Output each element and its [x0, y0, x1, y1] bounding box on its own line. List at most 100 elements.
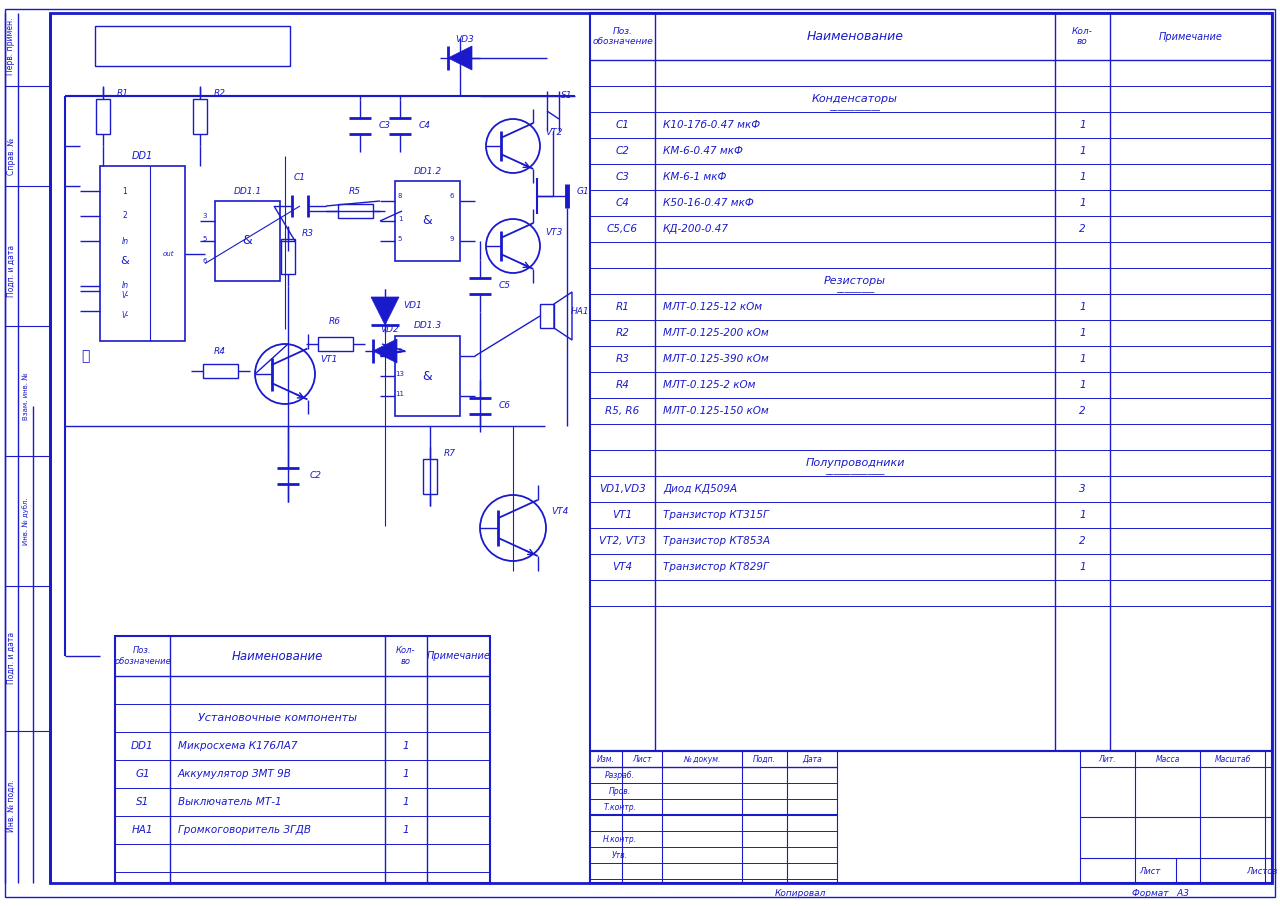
- Text: Формат   А3: Формат А3: [1132, 889, 1189, 898]
- Text: МЛТ-0.125-200 кОм: МЛТ-0.125-200 кОм: [663, 328, 769, 338]
- Text: C5: C5: [499, 282, 511, 291]
- Text: Подп. и дата: Подп. и дата: [6, 632, 15, 684]
- Text: Кол-
во: Кол- во: [1073, 27, 1093, 46]
- Text: R7: R7: [444, 449, 456, 458]
- Text: R4: R4: [214, 346, 227, 355]
- Text: 1: 1: [403, 797, 410, 807]
- Text: V-: V-: [122, 292, 129, 301]
- Text: DD1.1: DD1.1: [233, 187, 261, 196]
- Text: МЛТ-0.125-12 кОм: МЛТ-0.125-12 кОм: [663, 302, 762, 312]
- Text: VT3: VT3: [545, 228, 562, 237]
- Text: Аккумулятор ЗМТ 9В: Аккумулятор ЗМТ 9В: [178, 769, 292, 779]
- Text: Лист: Лист: [632, 755, 652, 764]
- Text: C2: C2: [310, 471, 323, 480]
- Bar: [396, 336, 460, 416]
- Text: 1: 1: [1079, 302, 1085, 312]
- Text: Пров.: Пров.: [609, 786, 631, 795]
- Text: Утв.: Утв.: [612, 851, 628, 860]
- Text: VT4: VT4: [612, 562, 632, 572]
- Text: КД-200-0.47: КД-200-0.47: [663, 224, 730, 234]
- Text: Взам. инв. №: Взам. инв. №: [23, 372, 29, 419]
- Text: C5,C6: C5,C6: [607, 224, 637, 234]
- Text: 1: 1: [403, 825, 410, 835]
- Text: 2: 2: [1079, 406, 1085, 416]
- Text: R5, R6: R5, R6: [605, 406, 640, 416]
- Text: Инв. № подл.: Инв. № подл.: [6, 780, 15, 833]
- Text: Подп. и дата: Подп. и дата: [6, 245, 15, 297]
- Text: 1: 1: [403, 741, 410, 751]
- Text: out: out: [163, 250, 174, 256]
- Text: К10-17б-0.47 мкФ: К10-17б-0.47 мкФ: [663, 120, 760, 130]
- Text: 3: 3: [1079, 484, 1085, 494]
- Text: 1: 1: [1079, 354, 1085, 364]
- Text: Примечание: Примечание: [1160, 32, 1222, 42]
- Text: Н.контр.: Н.контр.: [603, 834, 637, 843]
- Text: V-: V-: [122, 312, 129, 321]
- Text: Поз.
обозначение: Поз. обозначение: [114, 646, 170, 666]
- Bar: [95, 26, 291, 66]
- Text: Листов    1: Листов 1: [1247, 866, 1280, 875]
- Text: 1: 1: [1079, 198, 1085, 208]
- Text: VT2, VT3: VT2, VT3: [599, 536, 646, 546]
- Text: МЛТ-0.125-390 кОм: МЛТ-0.125-390 кОм: [663, 354, 769, 364]
- Text: C4: C4: [616, 198, 630, 208]
- Text: КМ-6-0.47 мкФ: КМ-6-0.47 мкФ: [663, 146, 742, 156]
- Text: ⏚: ⏚: [81, 349, 90, 363]
- Text: R3: R3: [616, 354, 630, 364]
- Text: In: In: [122, 282, 128, 291]
- Text: Микросхема К176ЛА7: Микросхема К176ЛА7: [178, 741, 297, 751]
- Text: 1: 1: [1079, 562, 1085, 572]
- Text: КМ-6-1 мкФ: КМ-6-1 мкФ: [663, 172, 726, 182]
- Text: VD3: VD3: [456, 35, 475, 44]
- Text: Поз.
обозначение: Поз. обозначение: [593, 27, 653, 46]
- Text: G1: G1: [576, 187, 589, 196]
- Text: Полупроводники: Полупроводники: [805, 458, 905, 468]
- Polygon shape: [371, 297, 399, 325]
- Text: 1: 1: [123, 187, 128, 196]
- Text: 1: 1: [1079, 328, 1085, 338]
- Text: VT4: VT4: [550, 507, 568, 516]
- Text: R2: R2: [616, 328, 630, 338]
- Text: 9: 9: [398, 348, 402, 354]
- Bar: [590, 13, 1272, 751]
- Text: R6: R6: [329, 317, 340, 326]
- Text: R3: R3: [302, 229, 314, 238]
- Text: 1: 1: [403, 769, 410, 779]
- Bar: [590, 751, 1272, 883]
- Text: C4: C4: [419, 121, 431, 130]
- Text: 3: 3: [202, 213, 207, 219]
- Text: G1: G1: [136, 769, 150, 779]
- Text: Диод КД509А: Диод КД509А: [663, 484, 737, 494]
- Text: ______________: ______________: [826, 467, 884, 476]
- Text: Масса: Масса: [1156, 755, 1180, 764]
- Text: Кол-
во: Кол- во: [397, 646, 416, 666]
- Text: Копировал: Копировал: [774, 889, 826, 898]
- Text: C6: C6: [499, 401, 511, 410]
- Text: &: &: [422, 370, 433, 382]
- Text: 5: 5: [202, 236, 207, 242]
- Text: 2: 2: [123, 211, 128, 220]
- Text: R1: R1: [116, 90, 129, 99]
- Text: VD2: VD2: [380, 324, 399, 333]
- Bar: [396, 181, 460, 261]
- Text: Транзистор КТ315Г: Транзистор КТ315Г: [663, 510, 769, 520]
- Text: 1: 1: [398, 216, 402, 222]
- Text: Масштаб: Масштаб: [1215, 755, 1251, 764]
- Text: Транзистор КТ829Г: Транзистор КТ829Г: [663, 562, 769, 572]
- Text: Установочные компоненты: Установочные компоненты: [198, 713, 357, 723]
- Text: C3: C3: [379, 121, 390, 130]
- Text: Разраб.: Разраб.: [605, 770, 635, 779]
- Text: VT2: VT2: [545, 128, 562, 137]
- Text: 9: 9: [449, 236, 454, 242]
- Text: &: &: [120, 256, 129, 266]
- Text: In: In: [122, 236, 128, 246]
- Text: МЛТ-0.125-2 кОм: МЛТ-0.125-2 кОм: [663, 380, 755, 390]
- Text: ____________: ____________: [829, 102, 881, 111]
- Text: VT1: VT1: [612, 510, 632, 520]
- Text: Резисторы: Резисторы: [824, 276, 886, 286]
- Text: Справ. №: Справ. №: [6, 138, 15, 175]
- Text: Инв. № дубл.: Инв. № дубл.: [23, 497, 29, 545]
- Text: VD1: VD1: [403, 302, 422, 311]
- Bar: [202, 364, 238, 378]
- Text: 2: 2: [1079, 224, 1085, 234]
